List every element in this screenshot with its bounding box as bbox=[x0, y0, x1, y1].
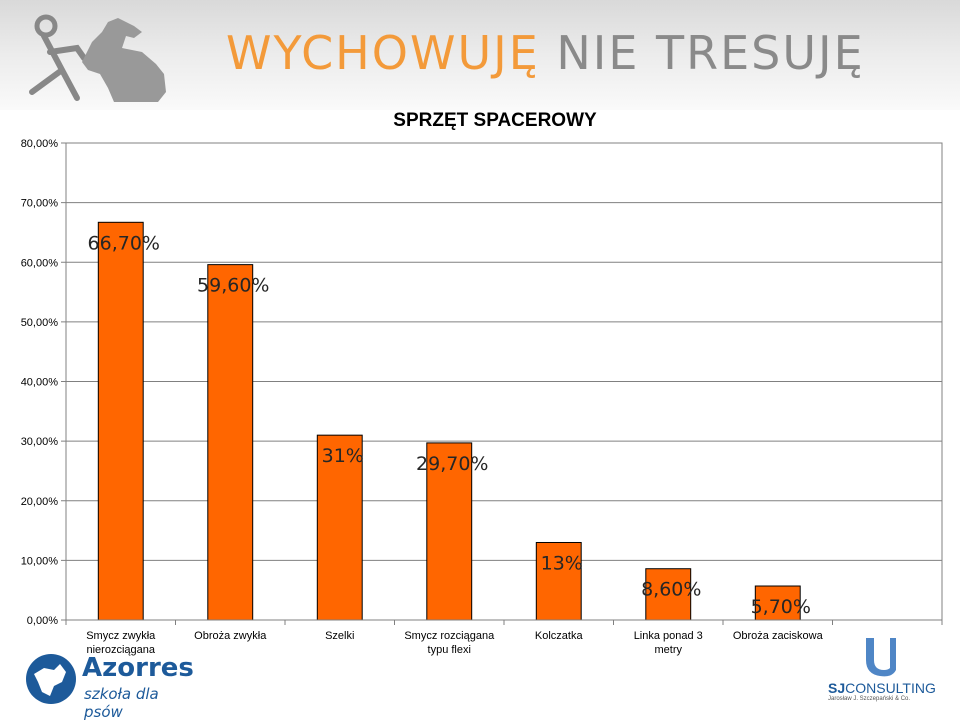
brand-title: WYCHOWUJĘ NIE TRESUJĘ bbox=[226, 30, 865, 76]
y-tick-label: 0,00% bbox=[27, 615, 58, 627]
data-label: 59,60% bbox=[197, 275, 269, 297]
y-tick-label: 40,00% bbox=[21, 377, 59, 389]
x-tick-label: nierozciągana bbox=[87, 644, 156, 656]
data-label: 66,70% bbox=[88, 232, 160, 254]
azorres-globe-icon bbox=[26, 654, 76, 704]
brand-title-part2: NIE TRESUJĘ bbox=[556, 26, 865, 80]
azorres-logo: Azorres szkoła dla psów bbox=[24, 652, 194, 721]
bar bbox=[535, 541, 582, 621]
x-tick-label: Obroża zwykła bbox=[194, 630, 267, 642]
chart-title: SPRZĘT SPACEROWY bbox=[393, 110, 597, 131]
data-label: 5,70% bbox=[751, 596, 811, 618]
x-tick-label: Smycz rozciągana bbox=[404, 630, 495, 642]
sj-consulting-subtitle: Jarosław J. Szczepański & Co. bbox=[828, 696, 911, 702]
y-tick-label: 50,00% bbox=[21, 317, 59, 329]
azorres-name: Azorres bbox=[82, 653, 194, 683]
x-tick-label: metry bbox=[655, 644, 683, 656]
dog-and-person-logo-icon bbox=[29, 14, 166, 102]
bar bbox=[426, 442, 473, 621]
x-tick-label: Smycz zwykła bbox=[86, 630, 156, 642]
sj-name-bold: SJ bbox=[828, 680, 846, 696]
bar bbox=[316, 434, 363, 621]
sj-consulting-name: SJCONSULTING bbox=[828, 680, 936, 696]
data-label: 13% bbox=[541, 552, 583, 574]
azorres-subtitle: szkoła dla psów bbox=[84, 685, 159, 721]
y-tick-label: 10,00% bbox=[21, 555, 59, 567]
data-label: 8,60% bbox=[641, 579, 701, 601]
sj-mark-icon bbox=[866, 638, 896, 677]
y-tick-label: 20,00% bbox=[21, 496, 59, 508]
y-tick-label: 80,00% bbox=[21, 138, 59, 150]
bar bbox=[645, 568, 692, 621]
y-tick-label: 30,00% bbox=[21, 436, 59, 448]
bar bbox=[207, 264, 254, 621]
bar bbox=[97, 221, 144, 621]
y-tick-label: 70,00% bbox=[21, 198, 59, 210]
brand-title-part1: WYCHOWUJĘ bbox=[226, 26, 540, 80]
x-tick-label: Szelki bbox=[325, 630, 354, 642]
data-label: 31% bbox=[322, 445, 364, 467]
x-tick-label: typu flexi bbox=[428, 644, 471, 656]
sj-name-rest: CONSULTING bbox=[845, 680, 936, 696]
bar bbox=[754, 585, 801, 621]
sj-consulting-logo: SJCONSULTING Jarosław J. Szczepański & C… bbox=[826, 634, 936, 708]
x-tick-label: Obroża zaciskowa bbox=[733, 630, 824, 642]
data-label: 29,70% bbox=[416, 453, 488, 475]
x-tick-label: Linka ponad 3 bbox=[634, 630, 703, 642]
x-tick-label: Kolczatka bbox=[535, 630, 584, 642]
y-tick-label: 60,00% bbox=[21, 257, 59, 269]
